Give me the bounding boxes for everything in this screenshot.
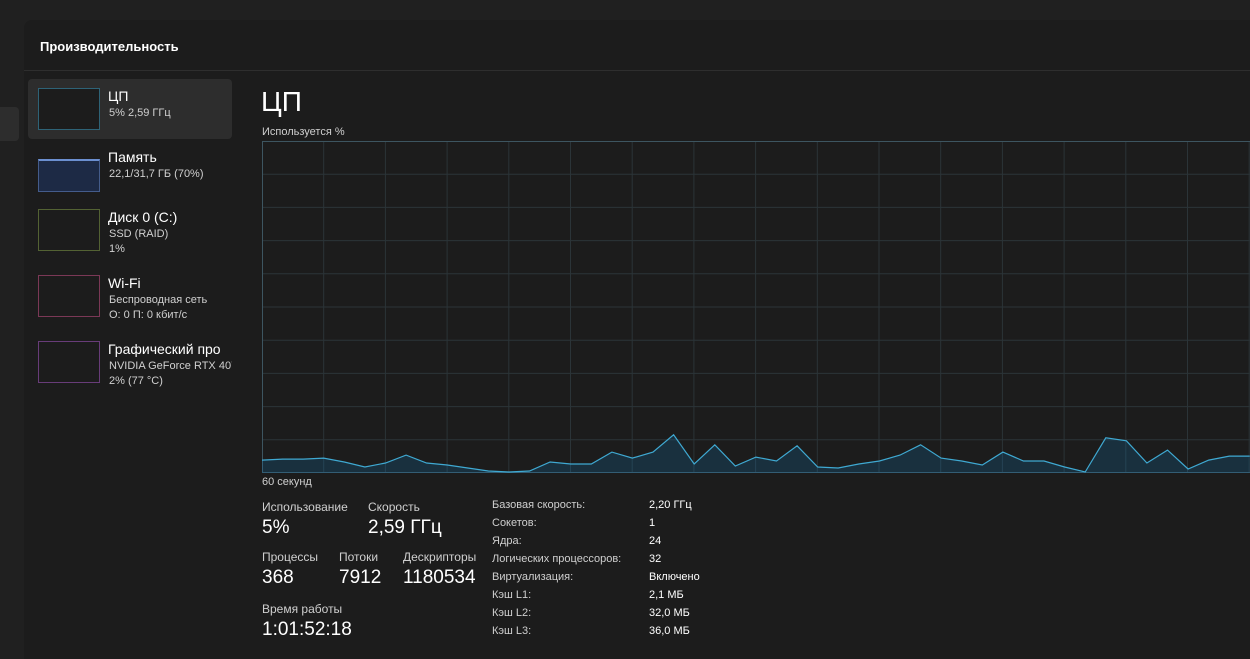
stat-value: 1:01:52:18 xyxy=(262,619,352,640)
graph-label: Используется % xyxy=(262,126,345,138)
sidebar-item[interactable]: Wi-Fi Беспроводная сеть О: 0 П: 0 кбит/с xyxy=(28,266,232,326)
spec-label: Ядра: xyxy=(492,535,522,547)
item-detail: О: 0 П: 0 кбит/с xyxy=(109,309,188,321)
thumbnail xyxy=(38,209,100,251)
spec-label: Сокетов: xyxy=(492,517,537,529)
stat-value: 5% xyxy=(262,517,290,538)
cpu-title: ЦП xyxy=(261,86,302,117)
thumbnail xyxy=(38,88,100,130)
stat-value: 368 xyxy=(262,567,294,588)
stat-label: Скорость xyxy=(368,500,420,514)
thumbnail xyxy=(38,341,100,383)
spec-value: 32 xyxy=(649,553,662,565)
stat-label: Потоки xyxy=(339,550,379,564)
stat-label: Процессы xyxy=(262,550,319,564)
stat-label: Дескрипторы xyxy=(403,550,477,564)
thumbnail xyxy=(38,159,100,192)
stat-value: 2,59 ГГц xyxy=(368,517,442,538)
sidebar-item[interactable]: Диск 0 (C:) SSD (RAID) 1% xyxy=(28,200,232,260)
stat-value: 1180534 xyxy=(403,567,476,588)
time-label: 60 секунд xyxy=(262,476,312,488)
stat-label: Использование xyxy=(262,500,348,514)
item-detail: 1% xyxy=(109,243,125,255)
header-title: Производительность xyxy=(40,39,179,54)
item-detail: 22,1/31,7 ГБ (70%) xyxy=(109,168,204,180)
spec-label: Кэш L3: xyxy=(492,625,532,637)
spec-value: 2,20 ГГц xyxy=(649,499,692,511)
stat-label: Время работы xyxy=(262,602,343,616)
spec-label: Базовая скорость: xyxy=(492,499,586,511)
item-detail: 5% 2,59 ГГц xyxy=(109,107,171,119)
spec-label: Логических процессоров: xyxy=(492,553,622,565)
stat-value: 7912 xyxy=(339,567,382,588)
spec-value: 1 xyxy=(649,517,656,529)
item-title: Диск 0 (C:) xyxy=(108,209,178,225)
sidebar-item[interactable]: Память 22,1/31,7 ГБ (70%) xyxy=(28,140,232,200)
spec-label: Кэш L1: xyxy=(492,589,532,601)
cpu-graph xyxy=(262,141,1250,473)
spec-value: 2,1 МБ xyxy=(649,589,684,601)
spec-value: 24 xyxy=(649,535,662,547)
spec-value: 36,0 МБ xyxy=(649,625,690,637)
spec-label: Кэш L2: xyxy=(492,607,532,619)
item-detail: Беспроводная сеть xyxy=(109,294,208,306)
item-title: ЦП xyxy=(108,88,129,104)
spec-value: Включено xyxy=(649,571,700,583)
spec-value: 32,0 МБ xyxy=(649,607,690,619)
item-detail: 2% (77 °C) xyxy=(109,375,163,387)
thumbnail xyxy=(38,275,100,317)
item-title: Wi-Fi xyxy=(108,275,141,291)
item-title: Память xyxy=(108,149,157,165)
separator xyxy=(24,70,1250,71)
spec-label: Виртуализация: xyxy=(492,571,574,583)
item-title: Графический про xyxy=(108,341,221,357)
nav-highlight xyxy=(0,107,19,141)
usage-line xyxy=(262,433,1250,473)
item-detail: SSD (RAID) xyxy=(109,228,169,240)
graph-border xyxy=(262,141,1250,473)
sidebar-item[interactable]: ЦП 5% 2,59 ГГц xyxy=(28,79,232,139)
usage-area xyxy=(262,434,1250,473)
sidebar-item[interactable]: Графический про NVIDIA GeForce RTX 407 2% … xyxy=(28,332,232,392)
item-detail: NVIDIA GeForce RTX 407 xyxy=(109,360,232,372)
